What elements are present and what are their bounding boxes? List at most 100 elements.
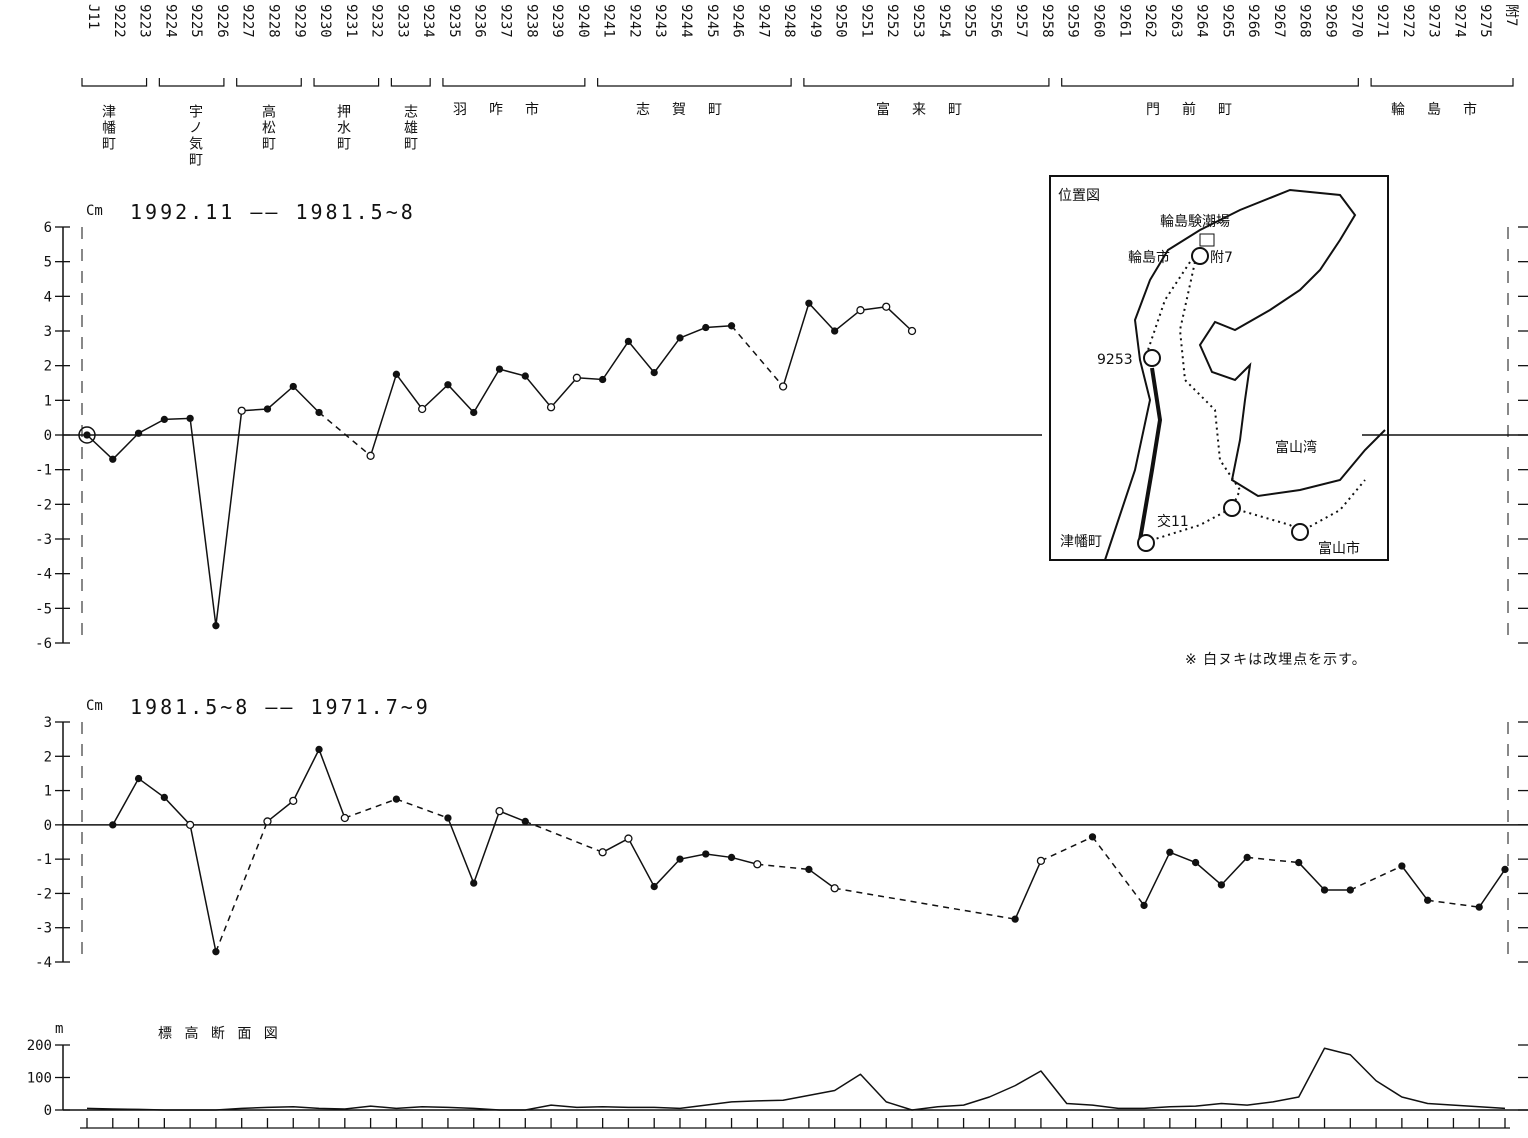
data-line (447, 810, 526, 886)
point (212, 948, 220, 956)
benchmark-label: 9251 (858, 4, 874, 38)
point (495, 365, 504, 373)
benchmark-label: 9225 (188, 4, 204, 38)
bridge-line (396, 798, 449, 819)
bridge-line (318, 411, 372, 457)
benchmark-label: 9250 (833, 4, 849, 38)
benchmark-label: 9272 (1400, 4, 1416, 38)
group-bracket (1061, 78, 1359, 87)
benchmark-label: 9244 (678, 4, 694, 38)
benchmark-label: 9241 (601, 4, 617, 38)
benchmark-label: 9230 (317, 4, 333, 38)
benchmark-label: 9237 (498, 4, 514, 38)
benchmark-label: 9270 (1348, 4, 1364, 38)
benchmark-label: 9234 (420, 4, 436, 38)
y-tick-label: 5 (44, 255, 52, 271)
benchmark-label: 9254 (936, 4, 952, 38)
point (83, 431, 91, 439)
y-tick-label: -1 (35, 852, 52, 868)
point (263, 405, 272, 413)
elevation-profile (86, 1047, 1506, 1111)
open-point (418, 404, 427, 414)
open-point (1036, 856, 1046, 866)
open-point (598, 848, 607, 857)
point (831, 327, 839, 335)
y-tick-label: -4 (35, 567, 52, 583)
y-tick-label: 0 (44, 428, 52, 444)
benchmark-label: 9253 (910, 4, 926, 38)
point (1166, 848, 1174, 856)
map-frame (1049, 175, 1389, 561)
benchmark-label: 9240 (575, 4, 591, 38)
municipality: 志賀町 (636, 102, 744, 118)
benchmark-label: 9231 (343, 4, 359, 38)
benchmark-label: 9271 (1374, 4, 1390, 38)
open-point (340, 813, 349, 823)
chart-title: 1981.5~8 —— 1971.7~9 (130, 695, 431, 719)
open-point (289, 796, 298, 806)
benchmark-label: 9268 (1297, 4, 1313, 38)
y-tick-label: 3 (44, 715, 52, 731)
open-point (237, 406, 246, 415)
point (160, 415, 168, 424)
data-line (267, 747, 346, 823)
point (521, 817, 529, 826)
y-tick-label: -3 (35, 921, 52, 937)
benchmark-label: 9223 (137, 4, 153, 38)
open-point (572, 373, 582, 382)
data-line (782, 301, 913, 387)
point (805, 865, 813, 874)
data-line (369, 325, 732, 457)
data-line (1478, 869, 1506, 908)
benchmark-label: 9248 (781, 4, 797, 38)
bridge-line (525, 820, 603, 853)
group-bracket (158, 78, 225, 87)
benchmark-label: 9274 (1451, 4, 1467, 38)
y-tick-label: -4 (35, 955, 52, 971)
bridge-line (1427, 899, 1480, 908)
y-unit: Cm (86, 203, 103, 219)
data-line (1401, 865, 1429, 901)
benchmark-label: 9258 (1039, 4, 1055, 38)
benchmark-label: 9229 (291, 4, 307, 38)
y-unit: m (55, 1021, 63, 1037)
benchmark-label: J11 (85, 4, 101, 29)
point (1424, 896, 1432, 904)
benchmark-label: 9259 (1065, 4, 1081, 38)
data-line (86, 385, 320, 626)
map-point (1291, 523, 1309, 541)
point (650, 368, 658, 377)
benchmark-label: 9261 (1116, 4, 1132, 38)
map-label: 津幡町 (1060, 534, 1102, 550)
benchmark-label: 9228 (265, 4, 281, 38)
map-label: 9253 (1097, 352, 1133, 368)
y-tick-label: 2 (44, 359, 52, 375)
point (1398, 862, 1406, 870)
y-unit: Cm (86, 698, 103, 714)
point (1320, 886, 1329, 894)
group-bracket (236, 78, 302, 87)
bridge-line (344, 798, 397, 819)
point (676, 855, 684, 863)
point (1088, 833, 1097, 841)
point (392, 795, 401, 803)
municipality: 高松町 (260, 103, 276, 152)
y-tick-label: -2 (35, 497, 52, 513)
open-point (830, 884, 839, 893)
benchmark-label: 9265 (1219, 4, 1235, 38)
benchmark-label: 9249 (807, 4, 823, 38)
benchmark-label: 9246 (730, 4, 746, 38)
group-bracket (81, 78, 148, 87)
data-line (1014, 860, 1042, 920)
point (1501, 865, 1509, 874)
group-bracket (597, 78, 792, 87)
point (160, 793, 168, 802)
bridge-line (1349, 865, 1403, 891)
open-point (366, 451, 375, 460)
benchmark-label: 9242 (626, 4, 642, 38)
map-label: 富山湾 (1275, 439, 1317, 456)
point (186, 414, 194, 423)
open-point (778, 382, 788, 391)
point (444, 381, 452, 389)
